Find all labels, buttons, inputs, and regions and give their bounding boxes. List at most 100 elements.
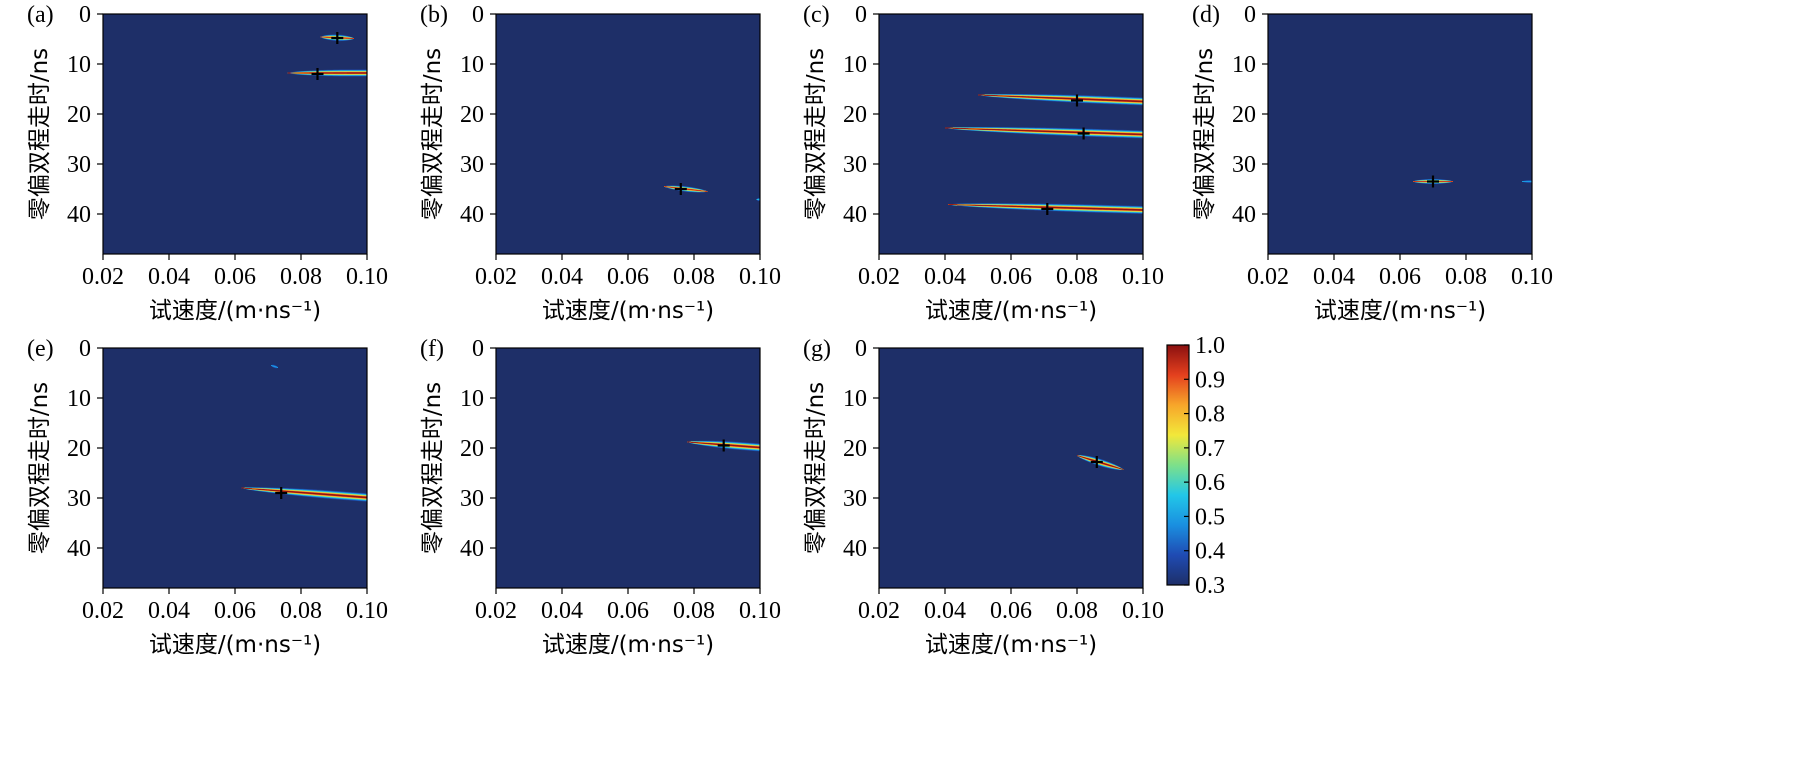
ridge-level [1522,181,1532,182]
y-tick-label: 20 [460,436,484,462]
x-tick-label: 0.08 [1056,264,1098,290]
semblance-ridge [271,364,278,369]
x-tick-label: 0.08 [280,598,322,624]
semblance-ridge [1522,180,1532,183]
y-tick-label: 40 [1232,202,1256,228]
y-tick-label: 20 [843,102,867,128]
y-tick-label: 10 [843,52,867,78]
y-axis-title: 零偏双程走时/ns [803,48,829,220]
x-tick-label: 0.02 [1247,264,1289,290]
y-axis-title: 零偏双程走时/ns [420,382,446,554]
y-tick-label: 10 [460,386,484,412]
x-axis-title: 试速度/(m·ns⁻¹) [1314,298,1486,324]
y-tick-label: 10 [67,386,91,412]
y-tick-label: 40 [460,202,484,228]
x-tick-label: 0.06 [1379,264,1421,290]
x-tick-label: 0.04 [1313,264,1355,290]
plot-area [496,14,760,254]
panel-label: (b) [420,2,448,28]
y-tick-label: 0 [79,336,91,362]
x-tick-label: 0.06 [214,264,256,290]
plot-area [103,14,367,254]
x-tick-label: 0.04 [541,598,583,624]
colorbar-tick-label: 0.3 [1195,573,1225,599]
semblance-ridge [241,487,367,502]
y-axis-title: 零偏双程走时/ns [803,382,829,554]
x-tick-label: 0.06 [607,598,649,624]
x-tick-label: 0.08 [1056,598,1098,624]
y-tick-label: 40 [67,202,91,228]
peak-marker [1071,94,1083,107]
panel-f: 0 10 20 30 40 0.02 0.04 0.06 0.08 0.10 试速度/(m·ns⁻¹… [420,336,781,658]
x-tick-label: 0.02 [82,264,124,290]
plot-area [1268,14,1532,254]
panel-e: 0 10 20 30 40 0.02 0.04 0.06 0.08 0.10 试速度/(m·ns⁻¹… [27,336,388,658]
ridge-level [948,204,1143,211]
y-tick-label: 0 [472,2,484,28]
x-axis-title: 试速度/(m·ns⁻¹) [925,632,1097,658]
x-tick-label: 0.10 [739,598,781,624]
semblance-ridge [945,127,1143,139]
x-tick-label: 0.10 [1122,598,1164,624]
ridge-level [287,72,367,74]
y-tick-label: 10 [67,52,91,78]
y-tick-label: 0 [1244,2,1256,28]
x-tick-label: 0.06 [214,598,256,624]
panel-label: (c) [803,2,830,28]
y-tick-label: 30 [460,486,484,512]
peak-marker [311,68,324,80]
peak-marker [331,32,344,44]
plot-area [496,348,760,588]
x-tick-label: 0.02 [475,264,517,290]
y-tick-label: 20 [843,436,867,462]
y-tick-label: 10 [843,386,867,412]
x-tick-label: 0.04 [541,264,583,290]
ridges [945,94,1143,214]
ridge-level [756,199,760,200]
x-tick-label: 0.08 [673,264,715,290]
y-tick-label: 0 [855,336,867,362]
x-tick-label: 0.08 [1445,264,1487,290]
y-tick-label: 30 [1232,152,1256,178]
x-axis-title: 试速度/(m·ns⁻¹) [542,298,714,324]
y-tick-label: 20 [67,102,91,128]
y-tick-label: 40 [460,536,484,562]
x-tick-label: 0.04 [148,264,190,290]
x-tick-label: 0.08 [673,598,715,624]
semblance-ridge [978,94,1143,106]
panel-label: (f) [420,336,444,362]
x-tick-label: 0.08 [280,264,322,290]
x-tick-label: 0.10 [1511,264,1553,290]
x-tick-label: 0.02 [858,598,900,624]
colorbar-tick-label: 0.8 [1195,402,1225,428]
x-tick-label: 0.02 [82,598,124,624]
semblance-ridge [756,197,760,202]
colorbar-tick-label: 0.6 [1195,470,1225,496]
x-tick-label: 0.10 [346,598,388,624]
panel-d: 0 10 20 30 40 0.02 0.04 0.06 0.08 0.10 试速度/(m·ns⁻¹… [1192,2,1553,324]
peak-marker [1077,127,1090,140]
y-tick-label: 40 [843,202,867,228]
plot-area [879,348,1143,588]
ridge-level [271,365,278,368]
colorbar-tick-label: 1.0 [1195,333,1225,359]
x-tick-label: 0.06 [990,264,1032,290]
peak-marker [1427,175,1439,188]
y-tick-label: 0 [855,2,867,28]
y-axis-title: 零偏双程走时/ns [27,382,53,554]
peak-marker [275,487,288,499]
x-tick-label: 0.10 [1122,264,1164,290]
ridge-level [945,127,1143,135]
y-tick-label: 30 [67,152,91,178]
y-axis-title: 零偏双程走时/ns [27,48,53,220]
colorbar-tick-label: 0.7 [1195,436,1225,462]
peak-marker [717,439,730,452]
y-tick-label: 10 [1232,52,1256,78]
panel-g: 0 10 20 30 40 0.02 0.04 0.06 0.08 0.10 试速度/(m·ns⁻¹… [803,336,1164,658]
y-tick-label: 30 [843,152,867,178]
y-axis-title: 零偏双程走时/ns [420,48,446,220]
panel-label: (d) [1192,2,1220,28]
colorbar-tick-label: 0.9 [1195,367,1225,393]
x-tick-label: 0.06 [990,598,1032,624]
